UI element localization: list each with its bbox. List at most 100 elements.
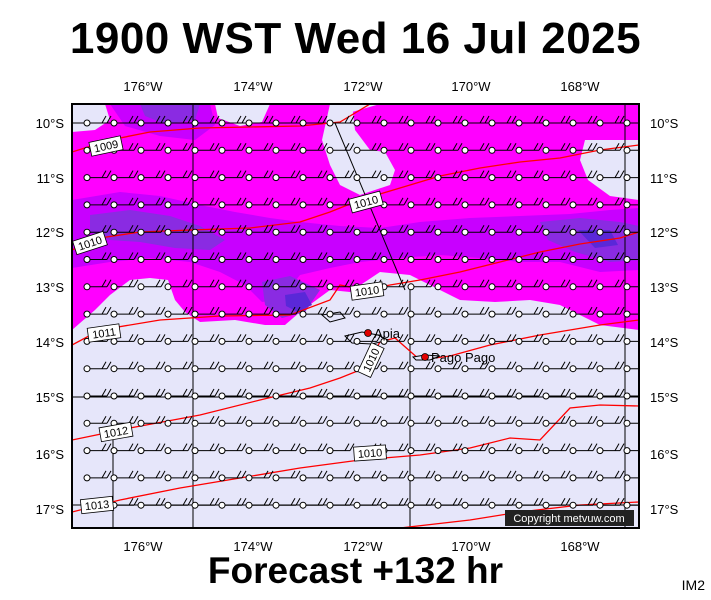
wind-barb-icon	[137, 497, 166, 509]
wind-barb-icon	[542, 252, 571, 263]
wind-barb-icon	[272, 252, 301, 263]
wind-barb-icon	[272, 443, 301, 455]
wind-barb-icon	[272, 497, 301, 509]
wind-barb-icon	[596, 470, 625, 482]
lat-tick-left: 11°S	[37, 171, 65, 186]
wind-barb-icon	[83, 197, 112, 209]
wind-barb-icon	[596, 115, 625, 127]
lat-tick-left: 12°S	[36, 225, 65, 240]
wind-barb-icon	[164, 143, 193, 154]
wind-barb-icon	[461, 416, 490, 427]
wind-barb-icon	[380, 170, 409, 182]
wind-barb-icon	[380, 115, 409, 127]
wind-barb-icon	[488, 470, 517, 482]
wind-barb-icon	[137, 334, 166, 345]
wind-barb-icon	[407, 252, 436, 263]
wind-barb-icon	[596, 224, 625, 236]
wind-barb-icon	[461, 470, 490, 482]
wind-barb-icon	[407, 388, 436, 400]
wind-barb-icon	[623, 365, 639, 373]
wind-barb-icon	[461, 252, 490, 263]
wind-barb-icon	[488, 170, 517, 182]
wind-barb-icon	[218, 170, 247, 182]
wind-barb-icon	[542, 497, 571, 509]
rain-gap-northwest	[72, 104, 110, 132]
wind-barb-icon	[191, 497, 220, 509]
map-title: 1900 WST Wed 16 Jul 2025	[69, 14, 642, 63]
lon-tick-bottom: 170°W	[451, 539, 491, 554]
wind-barb-icon	[299, 306, 328, 318]
wind-barb-icon	[407, 497, 436, 509]
wind-barb-icon	[407, 416, 436, 427]
wind-barb-icon	[110, 224, 139, 236]
wind-barb-icon	[110, 197, 139, 209]
wind-barb-icon	[272, 224, 301, 236]
wind-barb-icon	[461, 388, 490, 400]
wind-barb-icon	[434, 443, 463, 455]
wind-barb-icon	[542, 361, 571, 373]
wind-barb-icon	[191, 143, 220, 154]
wind-barb-icon	[299, 361, 328, 373]
wind-barb-icon	[353, 143, 382, 154]
wind-barb-icon	[488, 197, 517, 209]
wind-barb-icon	[218, 443, 247, 455]
wind-barb-icon	[245, 224, 274, 236]
wind-barb-icon	[326, 306, 355, 318]
wind-barb-icon	[596, 334, 625, 345]
wind-barb-icon	[461, 224, 490, 236]
wind-barb-icon	[83, 279, 112, 291]
wind-barb-icon	[353, 388, 382, 400]
wind-barb-icon	[542, 470, 571, 482]
wind-barb-icon	[245, 416, 274, 427]
wind-barb-icon	[542, 115, 571, 127]
wind-barb-icon	[596, 279, 625, 291]
lat-tick-right: 13°S	[650, 280, 679, 295]
lat-tick-right: 16°S	[650, 447, 679, 462]
wind-barb-icon	[272, 388, 301, 400]
wind-barb-icon	[110, 279, 139, 291]
wind-barb-icon	[272, 143, 301, 154]
wind-barb-icon	[191, 252, 220, 263]
wind-barb-icon	[218, 470, 247, 482]
wind-barb-icon	[569, 252, 598, 263]
wind-barb-icon	[137, 170, 166, 182]
wind-barb-icon	[515, 361, 544, 373]
city-marker-icon	[421, 353, 429, 361]
wind-barb-icon	[326, 170, 355, 182]
wind-barb-icon	[515, 443, 544, 455]
wind-barb-icon	[218, 361, 247, 373]
lon-tick-bottom: 176°W	[123, 539, 163, 554]
wind-barb-icon	[515, 416, 544, 427]
wind-barb-icon	[326, 115, 355, 127]
wind-barb-icon	[191, 334, 220, 345]
wind-barb-icon	[353, 170, 382, 182]
wind-barb-icon	[299, 115, 328, 127]
wind-barb-icon	[83, 115, 112, 127]
wind-barb-icon	[623, 310, 639, 318]
wind-barb-icon	[461, 497, 490, 509]
wind-barb-icon	[272, 115, 301, 127]
wind-barb-icon	[353, 252, 382, 263]
wind-barb-icon	[569, 416, 598, 427]
copyright-text: Copyright metvuw.com	[513, 513, 624, 525]
wind-barb-icon	[110, 115, 139, 127]
wind-barb-icon	[137, 443, 166, 455]
wind-barb-icon	[569, 197, 598, 209]
wind-barb-icon	[380, 334, 409, 345]
wind-barb-icon	[488, 224, 517, 236]
wind-barb-icon	[515, 334, 544, 345]
wind-barb-icon	[542, 443, 571, 455]
wind-barb-icon	[164, 170, 193, 182]
wind-barb-icon	[623, 256, 639, 263]
wind-barb-icon	[326, 252, 355, 263]
wind-barb-icon	[407, 470, 436, 482]
wind-barb-icon	[164, 497, 193, 509]
lon-tick-bottom: 174°W	[233, 539, 273, 554]
wind-barb-icon	[353, 115, 382, 127]
city-apia: Apia	[364, 326, 401, 341]
wind-barb-icon	[623, 392, 639, 400]
wind-barb-icon	[299, 224, 328, 236]
isobar-label: 1010	[354, 284, 380, 299]
wind-barb-icon	[380, 361, 409, 373]
wind-barb-icon	[434, 279, 463, 291]
